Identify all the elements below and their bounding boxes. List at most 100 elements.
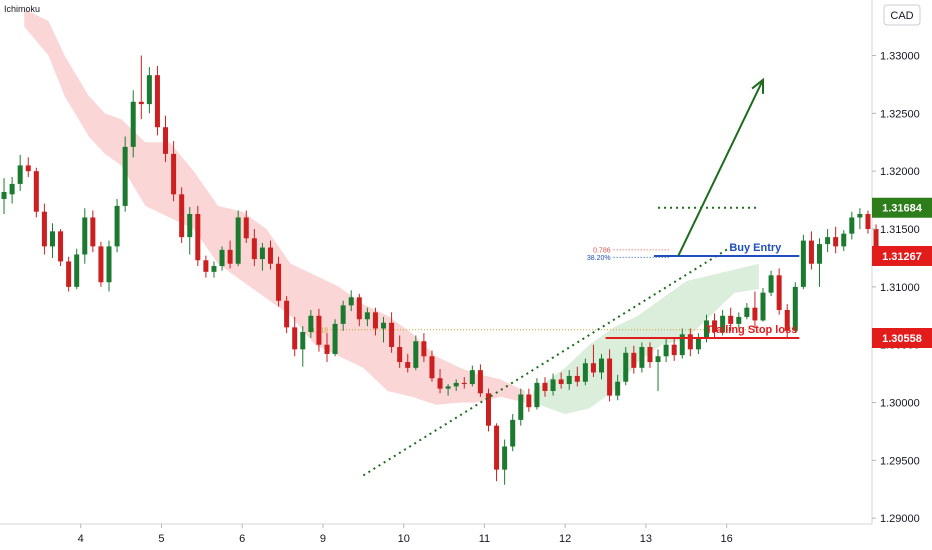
candle-body[interactable] [453,382,459,387]
candle-body[interactable] [219,249,225,267]
candle-body[interactable] [421,341,427,357]
candle-body[interactable] [437,378,443,389]
candle-body[interactable] [106,246,112,283]
candle-body[interactable] [720,315,726,332]
entry-price-tag[interactable] [872,245,932,266]
candle-body[interactable] [768,275,774,293]
candle-body[interactable] [631,352,637,368]
candle-body[interactable] [187,213,193,238]
candle-body[interactable] [340,305,346,324]
candle-body[interactable] [469,370,475,385]
candle-body[interactable] [413,341,419,368]
candle-body[interactable] [227,249,233,264]
candle-body[interactable] [607,358,613,396]
candle-body[interactable] [518,394,524,420]
candle-body[interactable] [276,263,282,301]
candle-body[interactable] [356,297,362,320]
target-arrow[interactable] [677,79,764,257]
candle-body[interactable] [590,363,596,373]
candle-body[interactable] [526,394,532,408]
support-trendline[interactable] [362,243,736,477]
candle-body[interactable] [171,153,177,195]
candle-body[interactable] [17,165,23,184]
candle-body[interactable] [574,375,580,382]
candle-body[interactable] [784,310,790,331]
candle-body[interactable] [138,101,144,105]
candle-body[interactable] [510,419,516,447]
candle-body[interactable] [114,205,120,247]
candle-body[interactable] [599,358,605,373]
candle-body[interactable] [1,192,7,199]
candle-body[interactable] [389,322,395,348]
candle-body[interactable] [873,229,879,256]
candle-body[interactable] [776,275,782,311]
candle-body[interactable] [687,334,693,350]
candle-body[interactable] [154,75,160,128]
candle-body[interactable] [736,316,742,324]
stop-price-tag[interactable] [872,327,932,348]
candle-body[interactable] [179,194,185,238]
candle-body[interactable] [639,347,645,368]
candle-body[interactable] [292,327,298,350]
candle-body[interactable] [485,393,491,426]
candle-body[interactable] [211,266,217,272]
candle-body[interactable] [542,382,548,391]
candle-body[interactable] [397,347,403,363]
candle-body[interactable] [865,213,871,230]
candle-body[interactable] [308,315,314,332]
candle-body[interactable] [461,382,467,385]
candle-body[interactable] [494,425,500,470]
candle-body[interactable] [58,231,64,262]
candle-body[interactable] [66,261,72,287]
candle-body[interactable] [316,315,322,345]
candle-body[interactable] [33,171,39,212]
candle-body[interactable] [49,231,55,247]
candle-body[interactable] [90,217,96,247]
candle-body[interactable] [792,286,798,331]
candle-body[interactable] [74,254,80,287]
candle-body[interactable] [800,240,806,287]
currency-button[interactable] [883,4,921,26]
candle-body[interactable] [284,300,290,328]
candle-body[interactable] [98,246,104,283]
candle-body[interactable] [146,75,152,105]
candle-body[interactable] [825,237,831,245]
candle-body[interactable] [744,307,750,317]
candle-body[interactable] [364,312,370,320]
candle-body[interactable] [405,362,411,368]
candle-body[interactable] [372,312,378,329]
candle-body[interactable] [332,323,338,354]
candle-body[interactable] [502,446,508,470]
candle-body[interactable] [348,297,354,306]
candle-body[interactable] [752,307,758,321]
candle-body[interactable] [122,146,128,206]
candle-body[interactable] [857,213,863,218]
candle-body[interactable] [324,344,330,354]
candle-body[interactable] [534,382,540,408]
target-price-tag[interactable] [872,197,932,218]
candle-body[interactable] [833,237,839,247]
candle-body[interactable] [203,260,209,272]
candle-body[interactable] [817,244,823,264]
candle-body[interactable] [300,331,306,350]
plot-area[interactable] [0,0,872,524]
candle-body[interactable] [647,347,653,363]
candle-body[interactable] [130,101,136,147]
candle-body[interactable] [163,127,169,154]
candle-body[interactable] [477,370,483,394]
candle-body[interactable] [558,379,564,385]
candle-body[interactable] [195,213,201,261]
candle-body[interactable] [808,240,814,264]
candle-body[interactable] [267,247,273,264]
candle-body[interactable] [712,320,718,332]
candle-body[interactable] [760,292,766,321]
candle-body[interactable] [615,381,621,396]
candle-body[interactable] [623,352,629,382]
candle-body[interactable] [663,344,669,357]
candle-body[interactable] [566,375,572,385]
candle-body[interactable] [695,338,701,350]
candle-body[interactable] [655,356,661,363]
candle-body[interactable] [235,217,241,264]
candle-body[interactable] [550,379,556,391]
